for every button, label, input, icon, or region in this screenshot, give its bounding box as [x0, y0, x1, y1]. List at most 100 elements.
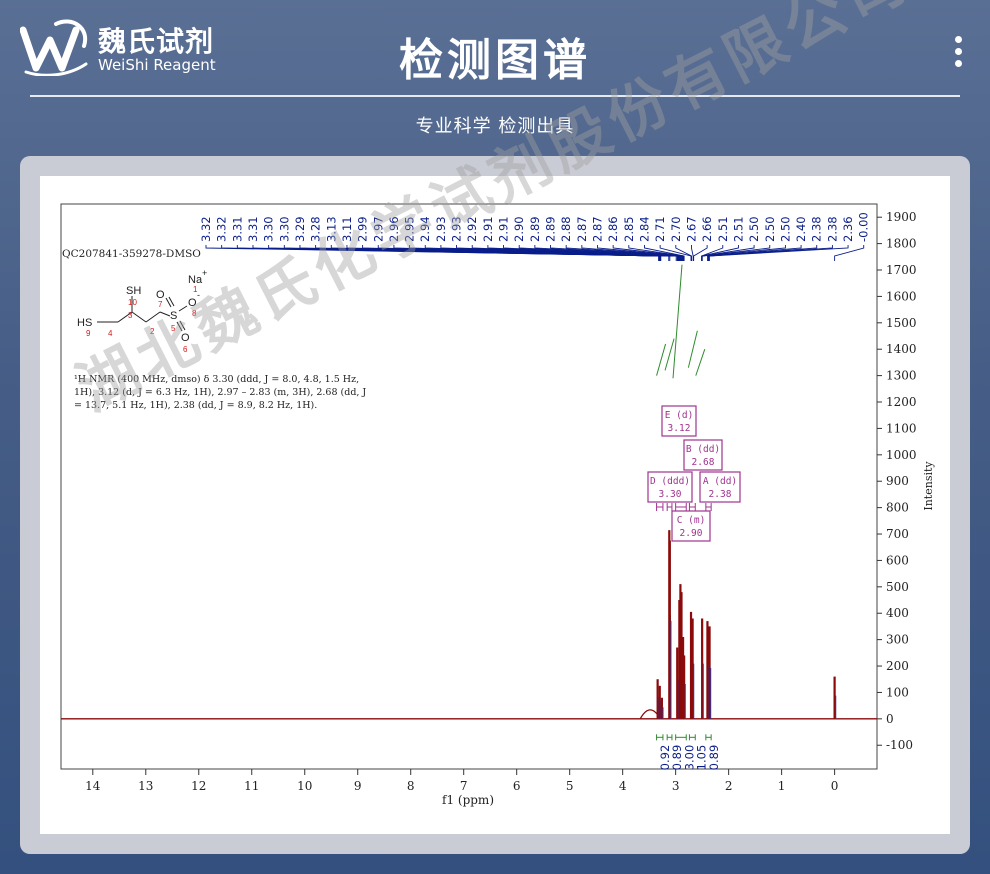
multiplet-shift: 3.12	[668, 423, 691, 434]
brand-name-en: WeiShi Reagent	[98, 56, 216, 74]
weishi-logo-icon	[20, 19, 88, 76]
peak-label-connector	[691, 245, 694, 261]
x-tick-label: 13	[138, 779, 153, 793]
peak-shift-label: 2.90	[512, 216, 526, 242]
atom-number: 5	[171, 324, 176, 333]
peak-label-connector	[709, 245, 849, 261]
peak-label-connector	[706, 245, 802, 261]
brand-logo[interactable]: 魏氏试剂 WeiShi Reagent	[20, 14, 230, 80]
multiplet-label: E (d)	[665, 410, 694, 421]
multiplet-label: C (m)	[677, 515, 706, 526]
multiplet-box	[683, 439, 723, 471]
y-tick-label: -100	[886, 738, 913, 752]
y-tick-label: 1100	[886, 421, 917, 435]
peak-shift-label: 3.11	[340, 216, 354, 242]
peak-label-connector	[701, 245, 786, 261]
peak-label-connector	[708, 245, 833, 261]
y-tick-label: 500	[886, 580, 909, 594]
peak-shift-label: 3.32	[215, 216, 229, 242]
peak-shift-label: 2.89	[528, 216, 542, 242]
y-tick-label: 1300	[886, 369, 917, 383]
peak-shift-label: 2.51	[731, 216, 745, 242]
y-tick-label: 1200	[886, 395, 917, 409]
multiplet-shift: 2.68	[692, 457, 715, 468]
sodium-charge: +	[202, 268, 207, 278]
atom-number: 10	[128, 298, 137, 307]
integral-curve	[664, 338, 675, 371]
more-menu-icon[interactable]	[946, 36, 970, 76]
y-tick-label: 800	[886, 501, 909, 515]
peak-label-connector	[701, 245, 739, 261]
peak-shift-label: 2.96	[387, 216, 401, 242]
peak-shift-label: 3.31	[230, 216, 244, 242]
peak-shift-label: 3.30	[262, 216, 276, 242]
peak-shift-label: 2.92	[465, 216, 479, 242]
integral-value: 0.89	[707, 745, 721, 771]
y-tick-label: 1400	[886, 342, 917, 356]
atom-number: 1	[193, 285, 198, 294]
y-tick-label: 400	[886, 606, 909, 620]
peak-shift-label: 3.29	[293, 216, 307, 242]
peak-shift-label: 2.67	[684, 216, 698, 242]
page-title: 检测图谱	[399, 35, 591, 86]
y-tick-label: 1800	[886, 237, 917, 251]
oxygen-anion-label: O	[188, 297, 197, 309]
peak-label-connector	[550, 245, 682, 261]
peak-shift-label: 2.93	[450, 216, 464, 242]
plot-border	[60, 203, 878, 770]
y-tick-label: 0	[886, 712, 894, 726]
peak-shift-label: 2.40	[794, 216, 808, 242]
atom-number: 2	[150, 327, 155, 336]
multiplet-label: B (dd)	[686, 444, 720, 455]
integral-curve	[656, 343, 667, 376]
atom-number: 3	[128, 311, 133, 320]
nmr-spectrum-chart: 14 13 12 11 10 9 8 7 6 5 4 3 2 1 019001800170016001500…	[60, 203, 935, 807]
peak-shift-label: 2.95	[403, 216, 417, 242]
x-tick-label: 12	[191, 779, 206, 793]
x-tick-label: 8	[407, 779, 415, 793]
y-tick-label: 1700	[886, 263, 917, 277]
multiplet-shift: 2.38	[709, 489, 732, 500]
peak-shift-label: -0.00	[857, 212, 871, 242]
y-tick-label: 300	[886, 633, 909, 647]
x-tick-label: 10	[297, 779, 312, 793]
y-tick-label: 600	[886, 553, 909, 567]
peak-shift-label: 2.38	[825, 216, 839, 242]
peak-label-connector	[597, 245, 683, 261]
peak-shift-label: 3.31	[246, 216, 260, 242]
integral-curve	[672, 264, 683, 379]
peak-shift-label: 2.87	[591, 216, 605, 242]
integral-value: 1.05	[695, 745, 709, 771]
peak-shift-label: 2.66	[700, 216, 714, 242]
peak-shift-label: 2.84	[637, 216, 651, 242]
sh-label-left: HS	[77, 317, 92, 329]
atom-number: 9	[86, 329, 91, 338]
peak-label-connector	[659, 245, 692, 261]
x-tick-label: 6	[513, 779, 521, 793]
x-tick-label: 11	[244, 779, 259, 793]
y-tick-label: 1000	[886, 448, 917, 462]
x-tick-label: 1	[778, 779, 786, 793]
peak-shift-label: 2.71	[653, 216, 667, 242]
peak-shift-label: 2.38	[810, 216, 824, 242]
sh-label-top: SH	[126, 285, 141, 297]
peak-shift-label: 2.70	[669, 216, 683, 242]
y-tick-label: 900	[886, 474, 909, 488]
x-tick-label: 14	[85, 779, 101, 793]
molecule-structure: HS SH S O O - O Na + 1 10 3 9 4 2 7 5 8 6	[77, 268, 207, 354]
sulfur-label: S	[170, 310, 177, 322]
peak-shift-label: 3.28	[309, 216, 323, 242]
peak-shift-label: 2.91	[497, 216, 511, 242]
integral-curve	[695, 349, 706, 376]
peak-shift-label: 2.86	[606, 216, 620, 242]
y-tick-label: 700	[886, 527, 909, 541]
y-tick-label: 1600	[886, 289, 917, 303]
peak-shift-label: 2.85	[622, 216, 636, 242]
peak-shift-label: 2.94	[418, 216, 432, 242]
brand-name-cn: 魏氏试剂	[98, 25, 215, 58]
sample-id: QC207841-359278-DMSO	[62, 248, 201, 260]
multiplet-box	[647, 471, 693, 503]
atom-number: 6	[183, 345, 188, 354]
peak-shift-label: 2.99	[356, 216, 370, 242]
peak-shift-label: 2.50	[763, 216, 777, 242]
